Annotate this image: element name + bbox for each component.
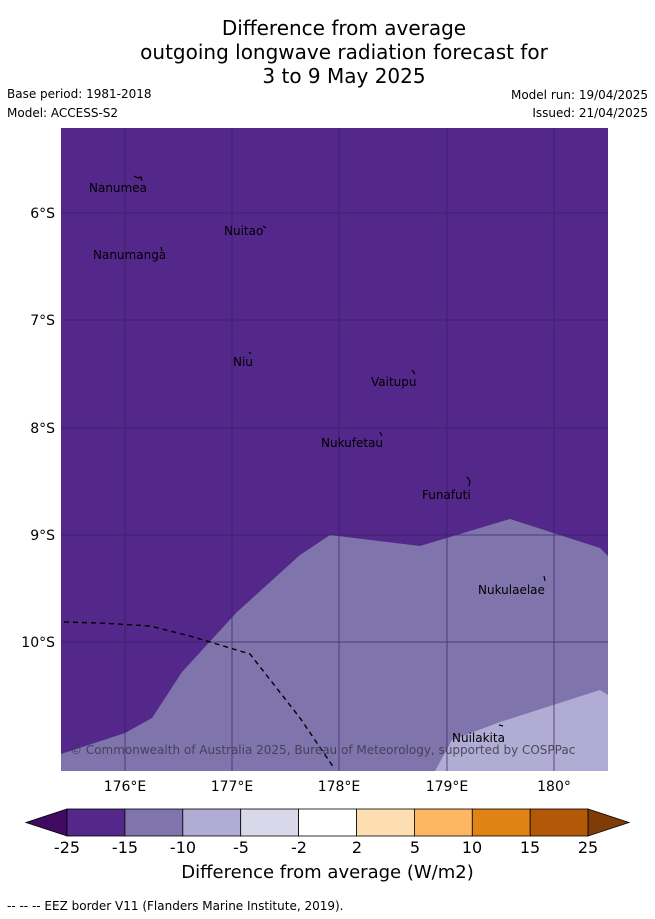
lat-label: 8°S	[30, 421, 55, 437]
colorbar-tick: 10	[461, 838, 483, 857]
colorbar-tick: -10	[169, 838, 197, 857]
eez-border-line	[63, 621, 335, 769]
place-label: Nukufetau	[321, 436, 383, 450]
lon-label: 179°E	[426, 779, 469, 795]
place-label: Nanumanga	[93, 248, 166, 262]
issued-date: Issued: 21/04/2025	[532, 106, 648, 120]
longitude-labels: 176°E 177°E 178°E 179°E 180°	[104, 779, 571, 795]
colorbar-segment	[413, 808, 473, 837]
colorbar-tick: -25	[53, 838, 81, 857]
lon-label: 178°E	[318, 779, 361, 795]
model-run: Model run: 19/04/2025	[510, 88, 648, 102]
place-label: Nuilakita	[452, 731, 505, 745]
colorbar-extend-high	[587, 808, 631, 837]
place-label: Niu	[233, 355, 253, 369]
lat-label: 10°S	[21, 635, 55, 651]
colorbar-tick-labels: -25 -15 -10 -5 -2 2 5 10 15 25	[0, 838, 655, 858]
colorbar-segment	[66, 808, 126, 837]
colorbar-segment	[124, 808, 184, 837]
colorbar-label: Difference from average (W/m2)	[181, 862, 474, 883]
place-label: Nukulaelae	[478, 583, 545, 597]
colorbar-tick: -5	[233, 838, 249, 857]
lon-label: 180°	[537, 779, 571, 795]
copyright-notice: © Commonwealth of Australia 2025, Bureau…	[70, 743, 575, 757]
colorbar-segment	[182, 808, 242, 837]
lat-label: 7°S	[30, 313, 55, 329]
colorbar-tick: 15	[519, 838, 541, 857]
map-area: Nanumea Nuitao Nanumanga Niu Vaitupu Nuk…	[61, 128, 608, 771]
colorbar	[24, 808, 631, 837]
place-label: Nuitao	[224, 224, 263, 238]
anomaly-band-minus5	[435, 690, 608, 771]
colorbar-extend-low	[24, 808, 68, 837]
colorbar-segment	[529, 808, 589, 837]
colorbar-segment	[471, 808, 531, 837]
model-name: Model: ACCESS-S2	[7, 106, 119, 120]
anomaly-band-minus10	[61, 519, 608, 771]
colorbar-segment	[240, 808, 299, 837]
title-line-3: 3 to 9 May 2025	[262, 64, 426, 88]
title-line-2: outgoing longwave radiation forecast for	[140, 40, 548, 64]
colorbar-segment	[298, 808, 357, 837]
lon-label: 177°E	[211, 779, 254, 795]
colorbar-tick: 2	[351, 838, 363, 857]
place-label: Funafuti	[422, 488, 471, 502]
colorbar-tick: -15	[111, 838, 139, 857]
colorbar-tick: 5	[409, 838, 421, 857]
lat-label: 9°S	[30, 528, 55, 544]
title-line-1: Difference from average	[221, 16, 467, 40]
colorbar-tick: -2	[291, 838, 307, 857]
place-label: Vaitupu	[371, 375, 417, 389]
place-label: Nanumea	[89, 181, 147, 195]
island-outlines	[133, 175, 546, 727]
map-title: Difference from average outgoing longwav…	[0, 16, 655, 88]
lat-label: 6°S	[30, 206, 55, 222]
graticule	[61, 128, 608, 771]
latitude-labels: 6°S 7°S 8°S 9°S 10°S	[21, 206, 55, 651]
eez-footnote: -- -- -- EEZ border V11 (Flanders Marine…	[7, 899, 344, 913]
colorbar-tick: 25	[577, 838, 599, 857]
lon-label: 176°E	[104, 779, 147, 795]
place-labels: Nanumea Nuitao Nanumanga Niu Vaitupu Nuk…	[89, 181, 545, 745]
base-period: Base period: 1981-2018	[7, 87, 152, 101]
colorbar-segment	[356, 808, 415, 837]
